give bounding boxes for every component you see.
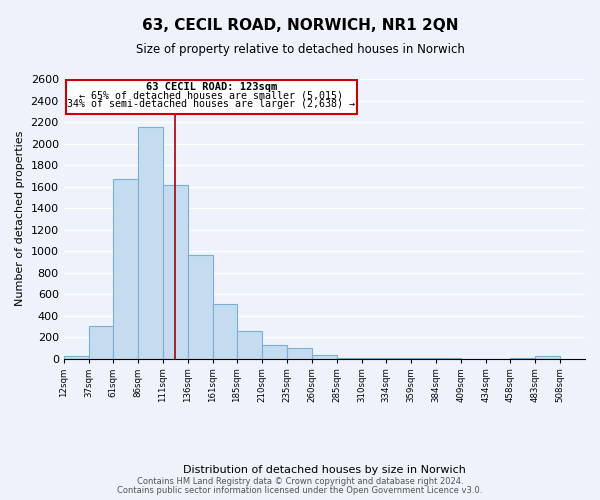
Bar (64, 356, 89, 358)
Bar (287, 348, 312, 358)
Bar (213, 304, 237, 358)
Bar (138, 128, 163, 358)
Bar (262, 345, 287, 358)
Text: ← 65% of detached houses are smaller (5,015): ← 65% of detached houses are smaller (5,… (79, 91, 343, 101)
Bar (163, 186, 188, 358)
Text: Contains public sector information licensed under the Open Government Licence v3: Contains public sector information licen… (118, 486, 482, 495)
Y-axis label: Number of detached properties: Number of detached properties (15, 131, 25, 306)
Bar (237, 331, 262, 358)
Bar (89, 326, 113, 358)
Text: 63 CECIL ROAD: 123sqm: 63 CECIL ROAD: 123sqm (146, 82, 277, 92)
X-axis label: Distribution of detached houses by size in Norwich: Distribution of detached houses by size … (183, 465, 466, 475)
Bar (113, 179, 138, 358)
Bar (312, 356, 337, 358)
Bar (188, 256, 213, 358)
Text: Size of property relative to detached houses in Norwich: Size of property relative to detached ho… (136, 42, 464, 56)
FancyBboxPatch shape (65, 80, 357, 114)
Bar (535, 356, 560, 358)
Text: Contains HM Land Registry data © Crown copyright and database right 2024.: Contains HM Land Registry data © Crown c… (137, 477, 463, 486)
Text: 34% of semi-detached houses are larger (2,638) →: 34% of semi-detached houses are larger (… (67, 99, 355, 109)
Text: 63, CECIL ROAD, NORWICH, NR1 2QN: 63, CECIL ROAD, NORWICH, NR1 2QN (142, 18, 458, 32)
